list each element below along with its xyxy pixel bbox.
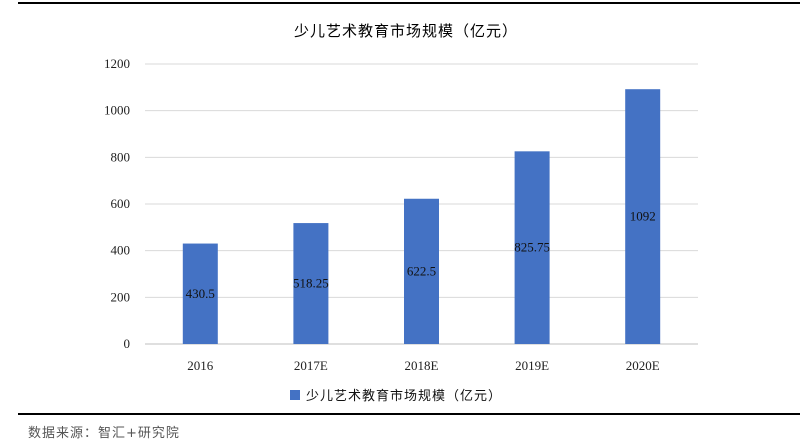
- y-tick-label: 1200: [104, 56, 130, 71]
- data-label: 1092: [630, 209, 656, 224]
- y-tick-label: 600: [111, 196, 131, 211]
- chart-title: 少儿艺术教育市场规模（亿元）: [293, 22, 518, 40]
- y-tick-label: 400: [111, 243, 131, 258]
- legend: 少儿艺术教育市场规模（亿元）: [290, 388, 502, 404]
- x-tick-label: 2018E: [405, 358, 439, 373]
- bar: [404, 198, 439, 344]
- bar: [625, 89, 661, 344]
- bar: [182, 243, 218, 344]
- y-tick-label: 1000: [104, 103, 130, 118]
- data-labels: 430.5 518.25 622.5 825.75 1092: [186, 209, 656, 301]
- data-label: 430.5: [186, 286, 215, 301]
- data-label: 825.75: [514, 240, 550, 255]
- x-tick-label: 2017E: [294, 358, 328, 373]
- y-tick-label: 800: [111, 149, 131, 164]
- source-note: 数据来源：智汇+研究院: [28, 426, 180, 441]
- data-label: 622.5: [407, 263, 436, 278]
- bar: [514, 151, 550, 344]
- bar: [293, 223, 329, 344]
- x-axis-ticks: 2016 2017E 2018E 2019E 2020E: [187, 358, 659, 373]
- x-tick-label: 2016: [187, 358, 214, 373]
- bars: [182, 89, 661, 344]
- y-axis-ticks: 0 200 400 600 800 1000 1200: [104, 56, 130, 351]
- top-rule: [18, 2, 800, 4]
- legend-label: 少儿艺术教育市场规模（亿元）: [306, 388, 502, 404]
- y-tick-label: 200: [111, 289, 131, 304]
- legend-swatch: [290, 390, 300, 400]
- bottom-rule: [18, 413, 800, 415]
- data-label: 518.25: [293, 276, 329, 291]
- x-tick-label: 2019E: [515, 358, 549, 373]
- y-tick-label: 0: [124, 336, 131, 351]
- x-tick-label: 2020E: [626, 358, 660, 373]
